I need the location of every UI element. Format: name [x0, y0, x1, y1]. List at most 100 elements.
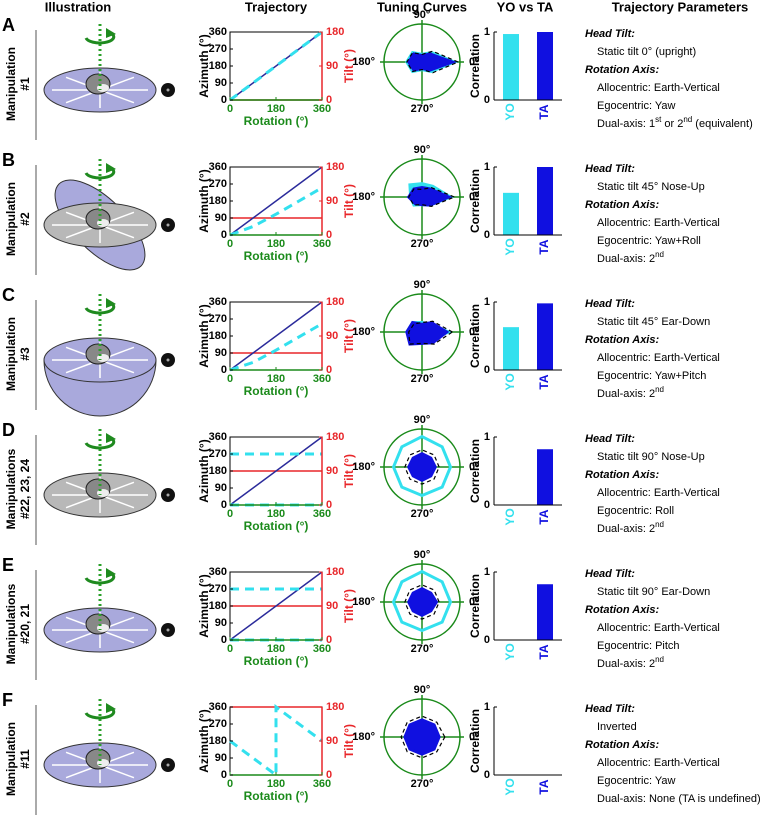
- x-axis-label: Rotation (°): [244, 519, 309, 533]
- tuning-curve: [408, 320, 454, 345]
- y-tick-label: 90: [215, 617, 227, 629]
- rotation-arrowhead: [106, 28, 116, 38]
- row-label: #2: [18, 212, 32, 226]
- y2-tick-label: 90: [326, 60, 338, 72]
- bar: [503, 34, 519, 100]
- rotation-arrowhead: [106, 163, 116, 173]
- y-tick-label: 1: [484, 296, 490, 308]
- y-tick-label: 1: [484, 701, 490, 713]
- y-tick-label: 360: [209, 26, 227, 38]
- param-item: Allocentric: Earth-Vertical: [597, 622, 720, 634]
- param-item: Egocentric: Roll: [597, 505, 674, 517]
- y2-tick-label: 0: [326, 94, 332, 106]
- angle-label: 0°: [469, 56, 480, 68]
- superscript: nd: [655, 250, 664, 259]
- y2-tick-label: 0: [326, 229, 332, 241]
- trajectory-line: [229, 436, 323, 506]
- row-label: #22, 23, 24: [18, 459, 32, 519]
- speaker-dot: [166, 628, 170, 632]
- param-item: Dual-axis: 2nd: [597, 655, 664, 670]
- y2-tick-label: 180: [326, 701, 344, 713]
- rotation-arrowhead: [106, 703, 116, 713]
- x-tick-label: 0: [227, 373, 233, 385]
- x-tick-label: 180: [267, 238, 285, 250]
- angle-label: 90°: [414, 549, 431, 561]
- y-tick-label: 360: [209, 566, 227, 578]
- y2-axis-label: Tilt (°): [342, 589, 356, 623]
- row-label: Manipulations: [4, 448, 18, 529]
- x-tick-label: YO: [503, 103, 517, 120]
- x-tick-label: 180: [267, 643, 285, 655]
- y2-tick-label: 90: [326, 735, 338, 747]
- y2-tick-label: 90: [326, 600, 338, 612]
- y2-axis-label: Tilt (°): [342, 724, 356, 758]
- y2-tick-label: 0: [326, 499, 332, 511]
- y-axis-label: Correlation: [468, 574, 482, 638]
- param-item: Allocentric: Earth-Vertical: [597, 757, 720, 769]
- y-tick-label: 90: [215, 212, 227, 224]
- rotation-arrowhead: [106, 298, 116, 308]
- x-tick-label: 180: [267, 373, 285, 385]
- angle-label: 180°: [352, 56, 375, 68]
- y2-tick-label: 180: [326, 296, 344, 308]
- param-heading: Rotation Axis:: [585, 199, 659, 211]
- angle-label: 90°: [414, 279, 431, 291]
- column-header: YO vs TA: [497, 0, 554, 14]
- bar: [503, 192, 519, 235]
- bar: [537, 303, 553, 370]
- angle-label: 270°: [411, 103, 434, 115]
- x-tick-label: 0: [227, 508, 233, 520]
- y-tick-label: 180: [209, 465, 227, 477]
- tuning-curve: [404, 584, 440, 620]
- x-axis-label: Rotation (°): [244, 249, 309, 263]
- angle-label: 0°: [469, 191, 480, 203]
- rotation-arrow: [84, 707, 116, 720]
- speaker-dot: [166, 223, 170, 227]
- speaker-dot: [166, 493, 170, 497]
- x-tick-label: 180: [267, 103, 285, 115]
- param-heading: Rotation Axis:: [585, 739, 659, 751]
- y-tick-label: 90: [215, 752, 227, 764]
- y-tick-label: 1: [484, 566, 490, 578]
- y-tick-label: 0: [221, 634, 227, 646]
- x-tick-label: TA: [537, 644, 551, 659]
- rotation-arrow: [84, 302, 116, 315]
- angle-label: 0°: [469, 461, 480, 473]
- x-tick-label: 360: [313, 508, 331, 520]
- tuning-curve: [391, 434, 453, 498]
- angle-label: 270°: [411, 508, 434, 520]
- param-item: Static tilt 90° Ear-Down: [597, 586, 710, 598]
- y-axis-label: Correlation: [468, 709, 482, 773]
- param-item: Static tilt 90° Nose-Up: [597, 451, 705, 463]
- y-tick-label: 0: [484, 499, 490, 511]
- text-segment: Dual-axis: 2: [597, 658, 655, 670]
- y-tick-label: 0: [221, 769, 227, 781]
- param-item: Dual-axis: 2nd: [597, 250, 664, 265]
- rotation-arrow: [84, 167, 116, 180]
- y2-tick-label: 0: [326, 769, 332, 781]
- rotation-arrowhead: [106, 568, 116, 578]
- param-item: Egocentric: Pitch: [597, 640, 680, 652]
- y-tick-label: 270: [209, 583, 227, 595]
- tuning-curve: [391, 569, 453, 633]
- y2-axis-label: Tilt (°): [342, 49, 356, 83]
- y-tick-label: 0: [221, 364, 227, 376]
- tuning-curve: [407, 186, 456, 208]
- tuning-curve: [407, 587, 439, 617]
- y-axis-label: Azimuth (°): [197, 304, 211, 367]
- x-tick-label: 0: [227, 103, 233, 115]
- speaker-dot: [166, 358, 170, 362]
- tuning-curve: [406, 50, 460, 74]
- x-axis-label: Rotation (°): [244, 114, 309, 128]
- x-tick-label: 0: [227, 778, 233, 790]
- x-tick-label: 180: [267, 778, 285, 790]
- x-tick-label: YO: [503, 778, 517, 795]
- param-heading: Rotation Axis:: [585, 334, 659, 346]
- angle-label: 180°: [352, 596, 375, 608]
- x-axis-label: Rotation (°): [244, 654, 309, 668]
- x-tick-label: TA: [537, 779, 551, 794]
- param-item: Egocentric: Yaw+Pitch: [597, 370, 706, 382]
- y-tick-label: 0: [221, 94, 227, 106]
- y-tick-label: 0: [221, 229, 227, 241]
